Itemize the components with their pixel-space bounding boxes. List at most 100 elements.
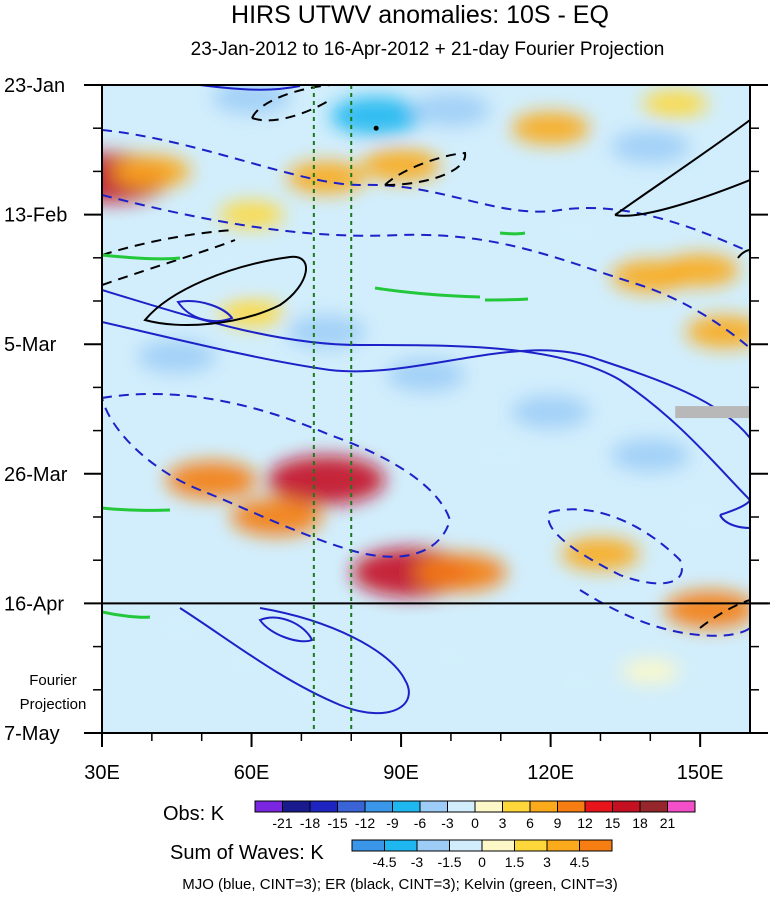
anomaly-blob-27	[542, 219, 609, 247]
anomaly-blob-6	[561, 537, 640, 571]
mjo-contour-positive-3	[102, 289, 750, 501]
anomaly-blob-20	[611, 130, 690, 164]
obs-colorbar-swatch-4	[364, 800, 393, 813]
waves-colorbar-swatch-1	[384, 839, 418, 852]
chart-title: HIRS UTWV anomalies: 10S - EQ	[231, 1, 609, 29]
marker-dot	[373, 125, 379, 131]
y-tick-label: 7-May	[4, 723, 60, 745]
anomaly-blob-10	[685, 315, 750, 349]
obs-colorbar-swatch-12	[584, 800, 613, 813]
mjo-contour-positive-1	[102, 321, 750, 439]
x-tick-label: 90E	[383, 762, 419, 784]
obs-colorbar-swatch-3	[337, 800, 366, 813]
obs-colorbar-level-label: 18	[632, 815, 648, 831]
obs-colorbar-level-label: -18	[300, 815, 320, 831]
er-contour-negative-4	[699, 599, 750, 629]
er-contour-positive-1	[143, 255, 307, 326]
y-tick-label: 16-Apr	[4, 593, 64, 615]
obs-colorbar-swatch-0	[254, 800, 283, 813]
obs-colorbar-swatch-14	[639, 800, 668, 813]
obs-colorbar-swatch-15	[667, 800, 696, 813]
obs-colorbar-swatch-1	[282, 800, 311, 813]
anomaly-blob-31	[218, 651, 285, 679]
waves-colorbar-level-label: -1.5	[437, 854, 461, 870]
anomaly-blob-23	[287, 315, 366, 349]
x-tick-label: 150E	[677, 762, 724, 784]
obs-colorbar-level-label: 0	[471, 815, 479, 831]
anomaly-blob-35	[621, 658, 680, 684]
waves-colorbar-level-label: -4.5	[372, 854, 396, 870]
anomaly-blob-1	[267, 455, 386, 505]
projection-label-line2: Projection	[19, 696, 87, 713]
mjo-contour-negative-1	[102, 129, 750, 253]
mjo-contour-positive-2	[199, 85, 301, 91]
kelvin-contour-2	[374, 286, 481, 299]
waves-colorbar-swatch-5	[514, 839, 548, 852]
x-tick-label: 120E	[527, 762, 574, 784]
waves-colorbar-swatch-0	[351, 839, 385, 852]
anomaly-blob-30	[667, 503, 733, 531]
obs-colorbar-swatch-10	[529, 800, 558, 813]
obs-colorbar-swatch-5	[392, 800, 421, 813]
obs-colorbar-level-label: 15	[605, 815, 621, 831]
obs-colorbar-level-label: -15	[327, 815, 347, 831]
kelvin-contour-1	[102, 253, 181, 261]
obs-colorbar-level-label: -6	[414, 815, 427, 831]
anomaly-blob-29	[468, 441, 534, 469]
anomaly-blob-16	[642, 89, 708, 118]
er-contour-negative-3	[102, 229, 236, 286]
anomaly-blob-4	[230, 497, 323, 537]
obs-colorbar-level-label: -21	[272, 815, 292, 831]
y-tick-label: 23-Jan	[4, 75, 65, 97]
obs-colorbar-swatch-9	[502, 800, 531, 813]
er-contour-negative-1	[251, 85, 331, 122]
missing-data-segment	[675, 406, 750, 419]
obs-colorbar-level-label: -3	[441, 815, 454, 831]
kelvin-contour-6	[102, 610, 151, 619]
anomaly-blob-15	[218, 200, 285, 229]
anomaly-blob-22	[137, 340, 216, 373]
waves-colorbar-level-label: -3	[411, 854, 424, 870]
obs-colorbar-swatch-2	[309, 800, 338, 813]
x-tick-label: 60E	[234, 762, 270, 784]
y-tick-label: 5-Mar	[4, 334, 57, 356]
obs-colorbar-level-label: 21	[660, 815, 676, 831]
x-tick-label: 30E	[84, 762, 120, 784]
chart-subtitle: 23-Jan-2012 to 16-Apr-2012 + 21-day Four…	[190, 39, 665, 60]
er-contour-positive-2	[614, 119, 750, 217]
anomaly-blob-21	[212, 85, 291, 114]
waves-colorbar-swatch-7	[579, 839, 613, 852]
mjo-contour-negative-3	[102, 393, 452, 558]
plot-background	[102, 85, 750, 733]
anomaly-blob-18	[330, 96, 422, 135]
obs-colorbar-level-label: 9	[554, 815, 562, 831]
anomaly-blob-34	[421, 646, 481, 672]
anomaly-blob-26	[611, 438, 690, 472]
waves-colorbar-level-label: 0	[478, 854, 486, 870]
anomaly-blob-11	[287, 161, 366, 194]
kelvin-contour-3	[484, 297, 529, 302]
anomaly-blob-7	[664, 590, 750, 629]
mjo-contour-negative-5	[579, 589, 750, 637]
waves-colorbar-swatch-4	[481, 839, 515, 852]
obs-colorbar-swatch-8	[474, 800, 503, 813]
obs-colorbar-label: Obs: K	[163, 803, 225, 825]
obs-colorbar-level-label: 3	[499, 815, 507, 831]
mjo-contour-positive-7	[176, 300, 234, 322]
obs-colorbar-level-label: -12	[355, 815, 375, 831]
waves-colorbar-swatch-2	[416, 839, 450, 852]
obs-colorbar-swatch-13	[612, 800, 641, 813]
waves-colorbar-swatch-6	[546, 839, 580, 852]
y-tick-label: 13-Feb	[4, 205, 67, 227]
obs-colorbar-swatch-7	[447, 800, 476, 813]
obs-colorbar-level-label: 12	[577, 815, 593, 831]
mjo-contour-positive-6	[258, 616, 314, 643]
obs-colorbar-swatch-11	[557, 800, 586, 813]
obs-colorbar-swatch-6	[419, 800, 448, 813]
kelvin-contour-4	[499, 231, 526, 236]
waves-colorbar-label: Sum of Waves: K	[170, 842, 324, 864]
anomaly-blob-33	[144, 614, 210, 642]
anomaly-field	[102, 85, 750, 704]
anomaly-blob-13	[112, 155, 192, 188]
